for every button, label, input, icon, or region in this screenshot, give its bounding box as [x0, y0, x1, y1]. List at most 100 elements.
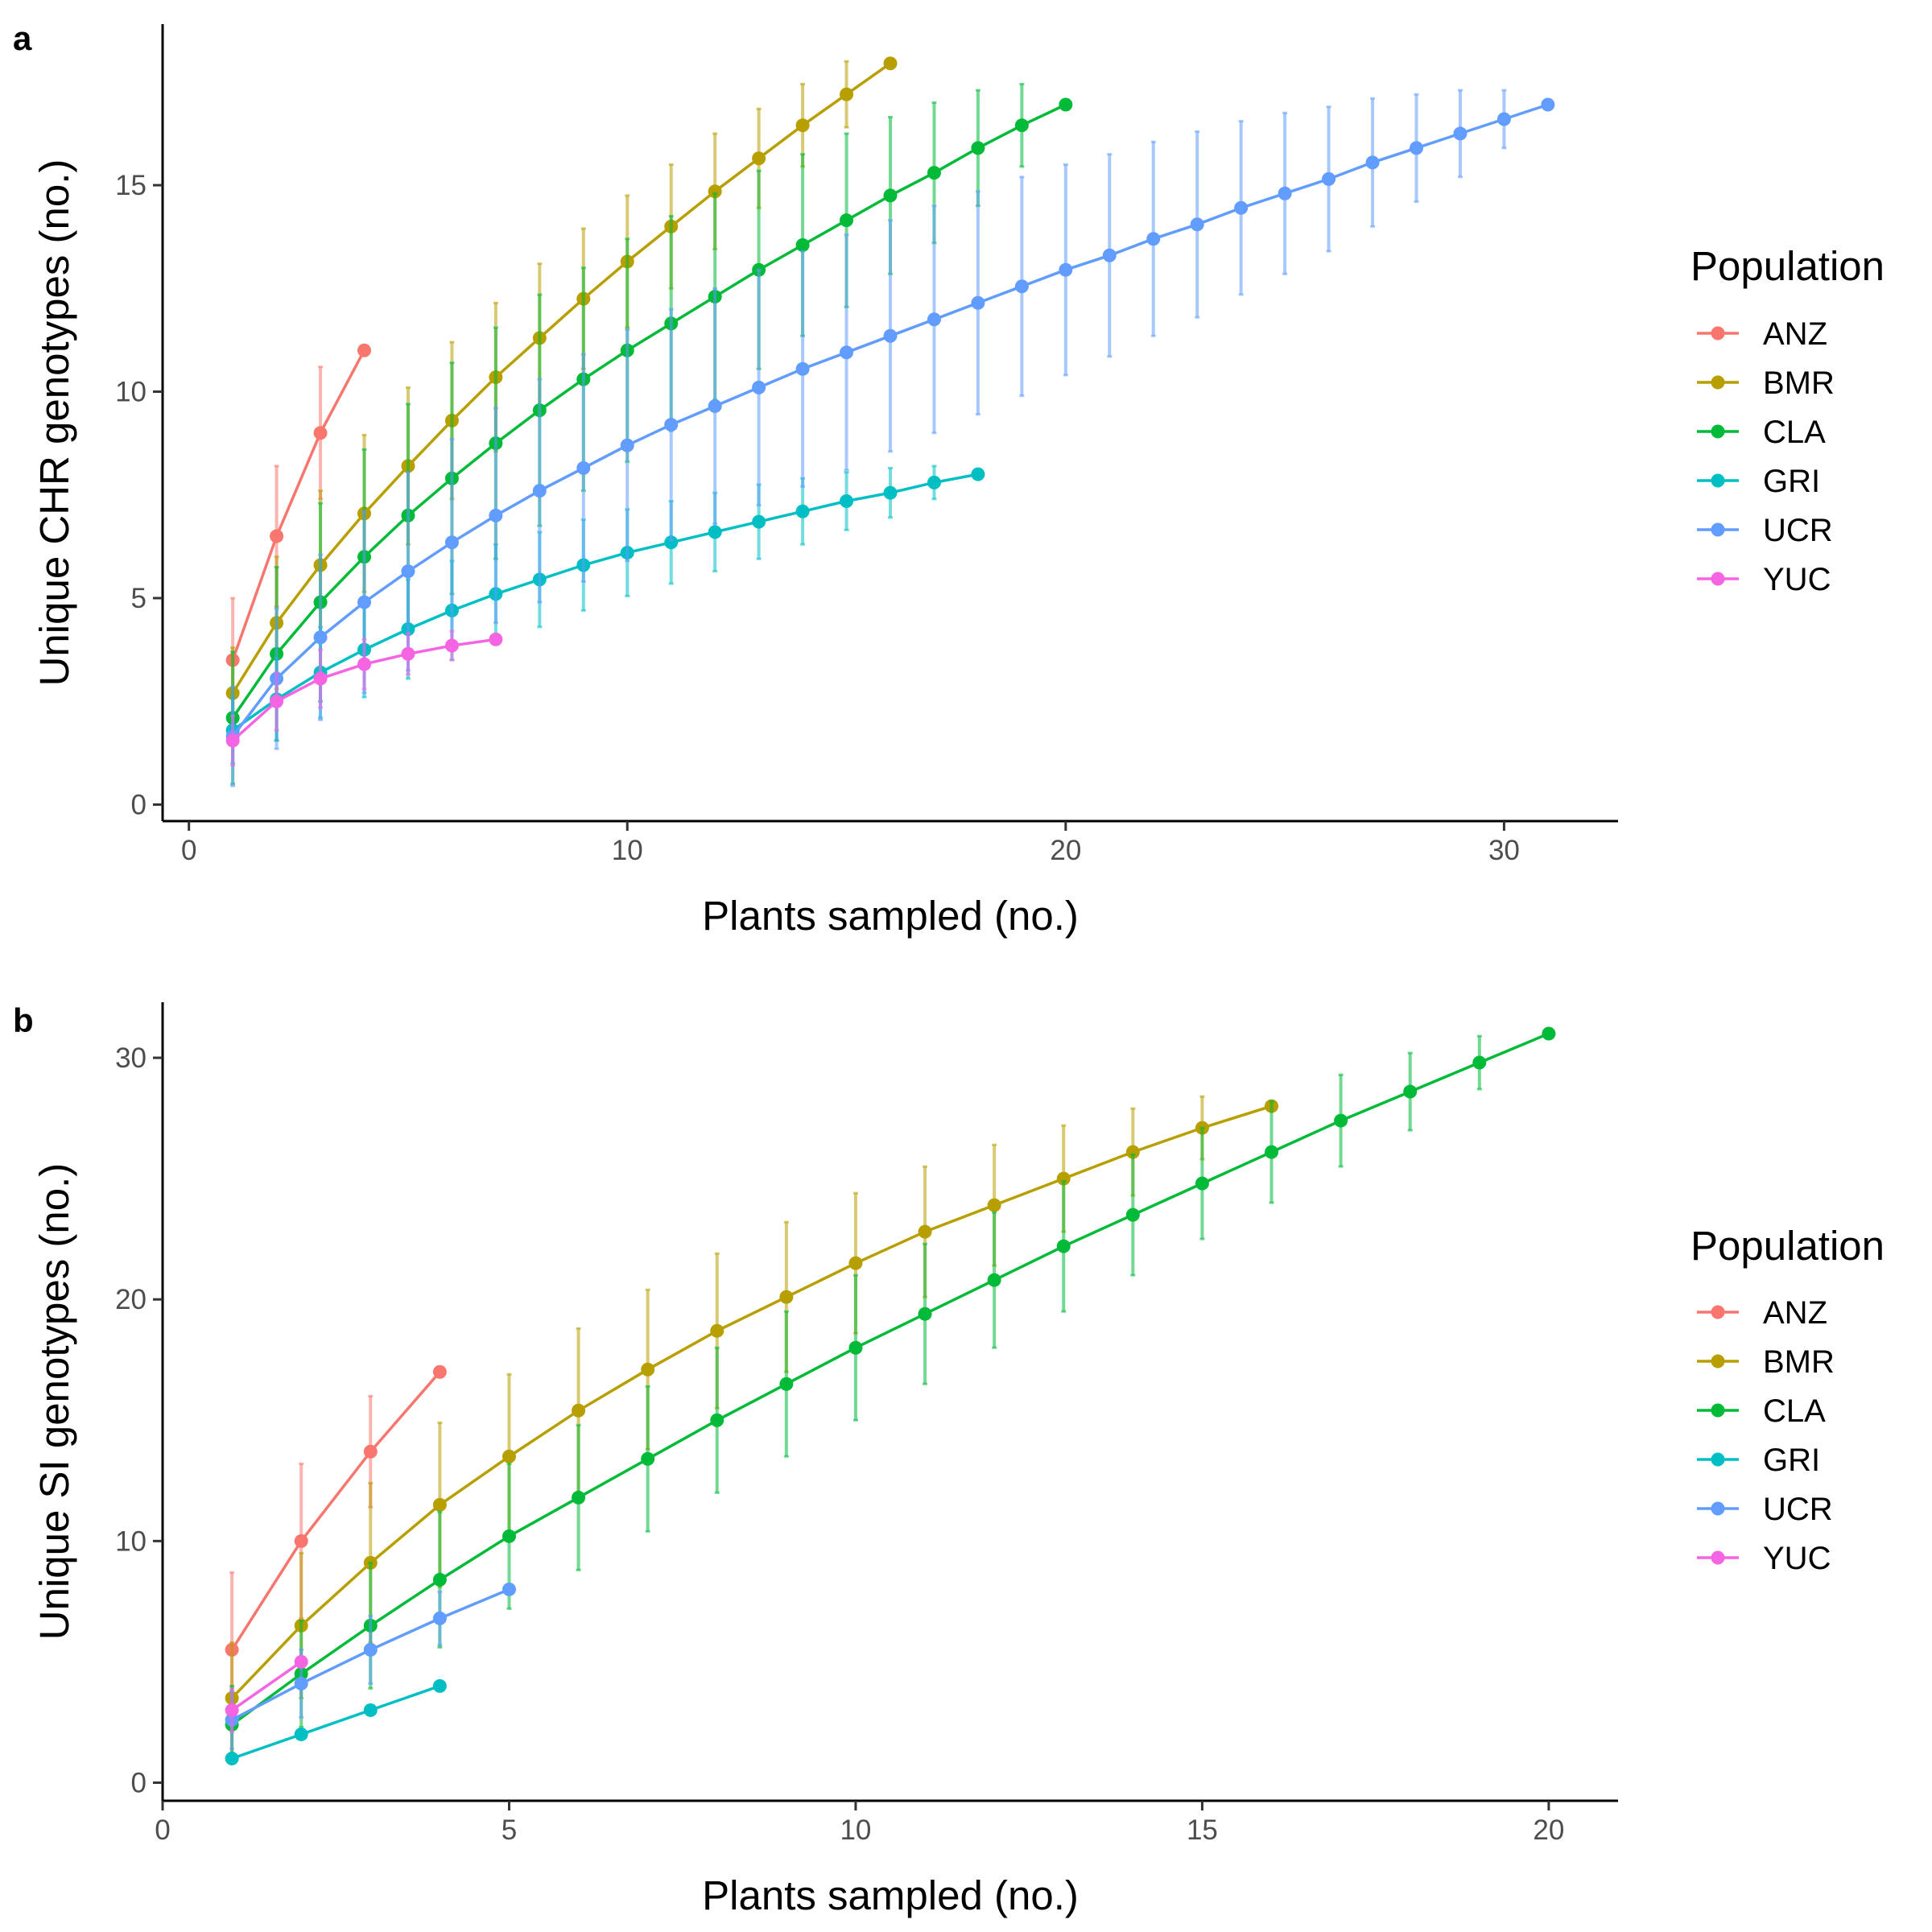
legend-key-point: [1711, 1305, 1725, 1319]
data-point: [795, 118, 810, 133]
legend-key-point: [1711, 424, 1725, 439]
series-line: [231, 62, 892, 694]
y-tick-label: 10: [115, 1525, 147, 1557]
x-tick-label: 5: [502, 1814, 517, 1846]
data-point: [710, 1323, 724, 1338]
legend-key-point: [1711, 1501, 1725, 1516]
legend-key-point: [1711, 1452, 1725, 1467]
legend-label: YUC: [1763, 562, 1831, 597]
data-point: [1265, 1145, 1279, 1159]
data-point: [489, 508, 503, 522]
legend-item-cla: CLA: [1697, 1393, 1826, 1429]
data-point: [432, 1678, 447, 1693]
data-point: [1278, 186, 1292, 200]
data-point: [927, 475, 941, 489]
panel-tag: a: [13, 19, 32, 57]
data-point: [294, 1654, 308, 1669]
data-point: [294, 1676, 308, 1690]
data-point: [795, 237, 810, 252]
data-point: [918, 1307, 932, 1321]
legend-title: Population: [1690, 243, 1885, 289]
data-point: [987, 1198, 1001, 1212]
y-tick-label: 20: [115, 1284, 147, 1315]
legend-item-gri: GRI: [1697, 464, 1820, 499]
data-point: [502, 1582, 516, 1596]
data-point: [883, 56, 898, 71]
data-point: [664, 535, 679, 550]
x-axis-title: Plants sampled (no.): [702, 1872, 1079, 1918]
data-point: [1403, 1084, 1418, 1099]
data-point: [532, 484, 547, 498]
data-point: [1322, 171, 1336, 186]
data-point: [883, 328, 898, 343]
series-line: [230, 1104, 1273, 1699]
legend-label: GRI: [1763, 1443, 1820, 1478]
x-tick-label: 30: [1488, 835, 1520, 866]
series-line: [231, 103, 1067, 719]
x-tick-label: 0: [155, 1814, 170, 1846]
data-point: [1365, 155, 1380, 170]
data-point: [1014, 279, 1029, 294]
data-point: [572, 1403, 586, 1418]
legend-item-anz: ANZ: [1697, 1295, 1827, 1331]
legend-item-bmr: BMR: [1697, 365, 1835, 401]
legend-label: CLA: [1763, 415, 1826, 450]
data-point: [971, 467, 985, 481]
data-point: [1056, 1171, 1071, 1186]
data-point: [1059, 262, 1073, 277]
data-point: [779, 1377, 794, 1391]
data-point: [708, 184, 722, 199]
legend-label: UCR: [1763, 1492, 1833, 1527]
data-point: [1102, 248, 1117, 262]
series-gri: [225, 1678, 447, 1765]
legend: Population ANZ BMR CLA GRI UCR YUC: [1690, 1223, 1885, 1576]
data-point: [1496, 112, 1511, 126]
legend-item-ucr: UCR: [1697, 1492, 1833, 1527]
y-tick-label: 0: [131, 1767, 147, 1798]
legend-key-point: [1711, 522, 1725, 537]
x-tick-label: 10: [840, 1814, 871, 1846]
data-point: [779, 1290, 794, 1304]
data-point: [225, 733, 240, 748]
data-point: [270, 694, 284, 708]
data-point: [1542, 1026, 1556, 1041]
data-point: [357, 343, 372, 357]
legend-label: BMR: [1763, 365, 1835, 401]
legend-key-point: [1711, 1550, 1725, 1565]
legend-item-cla: CLA: [1697, 415, 1826, 450]
legend-item-ucr: UCR: [1697, 513, 1833, 548]
data-point: [752, 151, 766, 166]
legend-key-point: [1711, 473, 1725, 488]
series-line: [231, 1660, 303, 1711]
data-point: [225, 1751, 239, 1765]
data-point: [971, 295, 985, 310]
legend-label: YUC: [1763, 1541, 1831, 1576]
data-point: [432, 1611, 447, 1625]
legend: Population ANZ BMR CLA GRI UCR YUC: [1690, 243, 1885, 597]
data-point: [987, 1273, 1001, 1287]
data-point: [918, 1224, 932, 1239]
y-axis-title: Unique CHR genotypes (no.): [31, 159, 77, 687]
x-tick-label: 15: [1187, 1814, 1218, 1846]
data-point: [883, 485, 898, 500]
data-point: [1472, 1055, 1487, 1070]
data-point: [620, 438, 634, 452]
x-tick-label: 10: [612, 835, 643, 866]
x-tick-label: 0: [181, 835, 196, 866]
data-point: [641, 1451, 655, 1466]
data-point: [1234, 200, 1249, 215]
data-point: [927, 166, 941, 180]
data-point: [572, 1490, 586, 1505]
legend-item-yuc: YUC: [1697, 1541, 1831, 1576]
data-point: [225, 1703, 239, 1717]
data-point: [357, 595, 372, 609]
data-point: [971, 141, 985, 155]
y-tick-label: 0: [131, 789, 147, 820]
data-point: [489, 632, 503, 646]
series-line: [231, 349, 366, 661]
data-point: [710, 1413, 724, 1427]
data-point: [313, 426, 328, 440]
data-point: [840, 345, 854, 360]
